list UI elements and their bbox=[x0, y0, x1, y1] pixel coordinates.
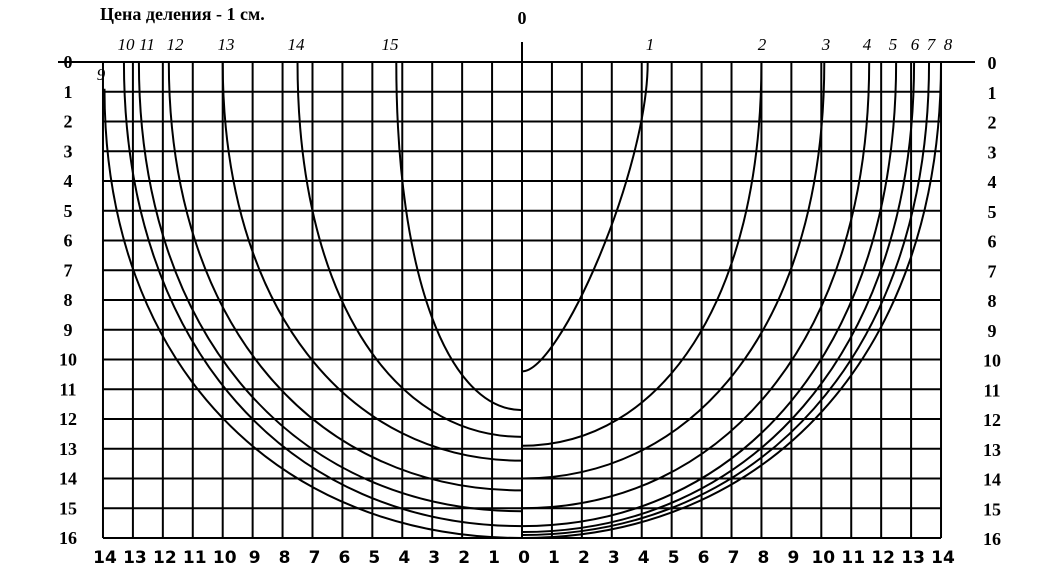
left-scale-label: 13 bbox=[59, 439, 77, 459]
station-label: 12 bbox=[167, 35, 185, 54]
title: Цена деления - 1 см. bbox=[100, 4, 265, 24]
bottom-scale-label: 13 bbox=[123, 548, 147, 568]
left-scale-label: 6 bbox=[64, 231, 73, 251]
station-curve bbox=[521, 61, 826, 480]
bottom-scale-label: 5 bbox=[668, 548, 680, 568]
bottom-scale-label: 8 bbox=[279, 548, 291, 568]
left-scale-label: 16 bbox=[59, 528, 77, 548]
left-scale-label: 3 bbox=[64, 141, 73, 161]
bottom-scale-label: 3 bbox=[608, 548, 620, 568]
right-scale-label: 3 bbox=[988, 142, 997, 162]
bottom-scale-label: 14 bbox=[93, 548, 117, 568]
station-label: 4 bbox=[863, 35, 872, 54]
bottom-scale-label: 6 bbox=[698, 548, 710, 568]
station-label: 10 bbox=[118, 35, 136, 54]
station-curve bbox=[122, 61, 523, 528]
right-scale-label: 13 bbox=[983, 440, 1001, 460]
left-scale-label: 14 bbox=[59, 469, 77, 489]
left-scale-label: 1 bbox=[64, 82, 73, 102]
bottom-scale-label: 1 bbox=[488, 548, 500, 568]
station-label: 14 bbox=[288, 35, 306, 54]
left-scale-label: 11 bbox=[59, 379, 76, 399]
station-curve bbox=[521, 61, 898, 528]
right-scale-label: 16 bbox=[983, 529, 1001, 549]
station-label: 9 bbox=[97, 65, 106, 84]
curves bbox=[103, 61, 943, 539]
left-scale-label: 4 bbox=[64, 171, 73, 191]
center-label: 0 bbox=[518, 8, 527, 28]
station-label: 2 bbox=[758, 35, 767, 54]
bottom-scale-label: 2 bbox=[458, 548, 470, 568]
station-curve bbox=[221, 61, 523, 462]
station-curve bbox=[521, 61, 649, 373]
bottom-scale-label: 4 bbox=[638, 548, 650, 568]
right-scale-label: 4 bbox=[988, 172, 997, 192]
bottom-scale-label: 7 bbox=[309, 548, 321, 568]
bottom-scale-label: 6 bbox=[338, 548, 350, 568]
right-scale-label: 6 bbox=[988, 232, 997, 252]
station-curve bbox=[521, 61, 931, 537]
bottom-scale-label: 12 bbox=[871, 548, 895, 568]
station-curve bbox=[296, 61, 523, 438]
station-label: 11 bbox=[139, 35, 155, 54]
right-scale-label: 11 bbox=[983, 380, 1000, 400]
left-scale-label: 2 bbox=[64, 112, 73, 132]
station-curve bbox=[137, 61, 523, 513]
bottom-scale-label: 9 bbox=[249, 548, 261, 568]
right-scale-label: 14 bbox=[983, 470, 1001, 490]
left-scale-label: 7 bbox=[64, 260, 73, 280]
bottom-scale-label: 13 bbox=[901, 548, 925, 568]
right-scale-label: 15 bbox=[983, 499, 1001, 519]
right-scale-label: 2 bbox=[988, 113, 997, 133]
bottom-scale-label: 11 bbox=[841, 548, 865, 568]
right-scale-label: 10 bbox=[983, 351, 1001, 371]
station-curve bbox=[395, 61, 523, 412]
station-label: 5 bbox=[889, 35, 898, 54]
bottom-scale-label: 10 bbox=[213, 548, 237, 568]
bottom-scale-label: 0 bbox=[518, 548, 530, 568]
station-label: 1 bbox=[646, 35, 655, 54]
right-scale-label: 1 bbox=[988, 83, 997, 103]
station-label: 8 bbox=[944, 35, 953, 54]
right-scale-label: 12 bbox=[983, 410, 1001, 430]
station-curve bbox=[521, 61, 871, 510]
right-scale-label: 7 bbox=[988, 261, 997, 281]
bottom-scale-label: 7 bbox=[728, 548, 740, 568]
station-label: 15 bbox=[382, 35, 399, 54]
left-scale-label: 8 bbox=[64, 290, 73, 310]
right-scale-label: 5 bbox=[988, 202, 997, 222]
left-scale-label: 5 bbox=[64, 201, 73, 221]
grid bbox=[58, 42, 975, 539]
station-curve bbox=[103, 88, 523, 539]
bottom-scale-label: 9 bbox=[787, 548, 799, 568]
station-curve bbox=[167, 61, 523, 492]
station-label: 3 bbox=[821, 35, 831, 54]
labels: 0123456789101112131415160123456789101112… bbox=[59, 35, 1001, 568]
bottom-scale-label: 11 bbox=[183, 548, 207, 568]
station-label: 6 bbox=[911, 35, 920, 54]
bottom-scale-label: 5 bbox=[368, 548, 380, 568]
right-scale-label: 9 bbox=[988, 321, 997, 341]
bottom-scale-label: 3 bbox=[428, 548, 440, 568]
right-scale-label: 8 bbox=[988, 291, 997, 311]
bottom-scale-label: 1 bbox=[548, 548, 560, 568]
bottom-scale-label: 8 bbox=[758, 548, 770, 568]
left-scale-label: 15 bbox=[59, 498, 77, 518]
station-curve bbox=[521, 61, 943, 539]
left-scale-label: 10 bbox=[59, 350, 77, 370]
left-scale-label: 0 bbox=[64, 52, 73, 72]
station-curve bbox=[521, 61, 916, 534]
bottom-scale-label: 14 bbox=[931, 548, 955, 568]
right-scale-label: 0 bbox=[988, 53, 997, 73]
bottom-scale-label: 12 bbox=[153, 548, 177, 568]
left-scale-label: 9 bbox=[64, 320, 73, 340]
station-label: 7 bbox=[927, 35, 937, 54]
station-label: 13 bbox=[218, 35, 235, 54]
bottom-scale-label: 2 bbox=[578, 548, 590, 568]
bottom-scale-label: 10 bbox=[811, 548, 835, 568]
station-curve bbox=[521, 61, 763, 447]
bottom-scale-label: 4 bbox=[398, 548, 410, 568]
left-scale-label: 12 bbox=[59, 409, 77, 429]
